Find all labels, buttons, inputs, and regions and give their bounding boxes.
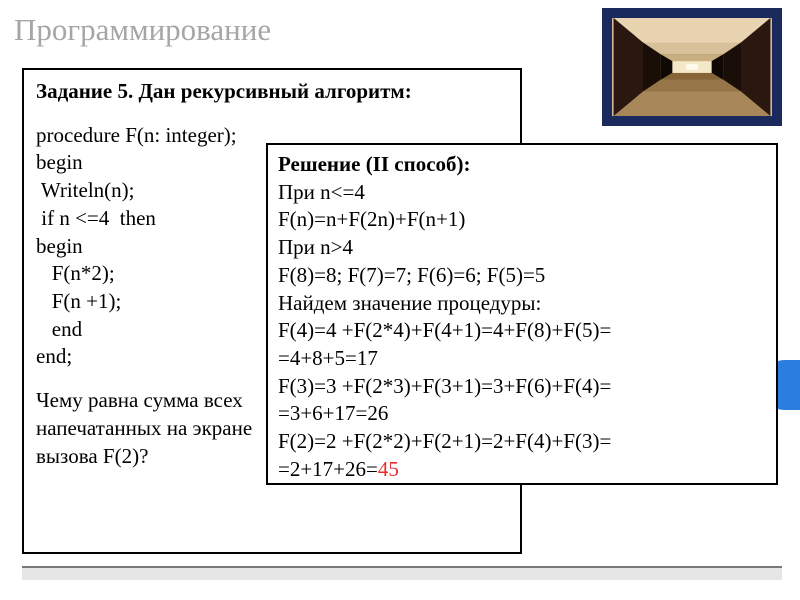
solution-line: F(n)=n+F(2n)+F(n+1) xyxy=(278,206,766,234)
solution-last-prefix: =2+17+26= xyxy=(278,457,378,481)
page-title: Программирование xyxy=(14,12,271,48)
recursion-image-frame xyxy=(602,8,782,126)
recursion-tunnel-image xyxy=(612,18,772,116)
solution-line: =4+8+5=17 xyxy=(278,345,766,373)
solution-line: F(4)=4 +F(2*4)+F(4+1)=4+F(8)+F(5)= xyxy=(278,317,766,345)
solution-box: Решение (II способ): При n<=4 F(n)=n+F(2… xyxy=(266,143,778,485)
solution-line: F(2)=2 +F(2*2)+F(2+1)=2+F(4)+F(3)= xyxy=(278,428,766,456)
solution-heading: Решение (II способ): xyxy=(278,151,766,179)
solution-last-line: =2+17+26=45 xyxy=(278,456,766,484)
solution-line: F(3)=3 +F(2*3)+F(3+1)=3+F(6)+F(4)= xyxy=(278,373,766,401)
solution-line: Найдем значение процедуры: xyxy=(278,290,766,318)
solution-line: При n>4 xyxy=(278,234,766,262)
tunnel-svg xyxy=(612,18,772,116)
solution-answer: 45 xyxy=(378,457,399,481)
task-heading: Задание 5. Дан рекурсивный алгоритм: xyxy=(36,78,508,106)
footer-fill xyxy=(22,568,782,580)
solution-line: =3+6+17=26 xyxy=(278,400,766,428)
solution-line: F(8)=8; F(7)=7; F(6)=6; F(5)=5 xyxy=(278,262,766,290)
solution-line: При n<=4 xyxy=(278,179,766,207)
